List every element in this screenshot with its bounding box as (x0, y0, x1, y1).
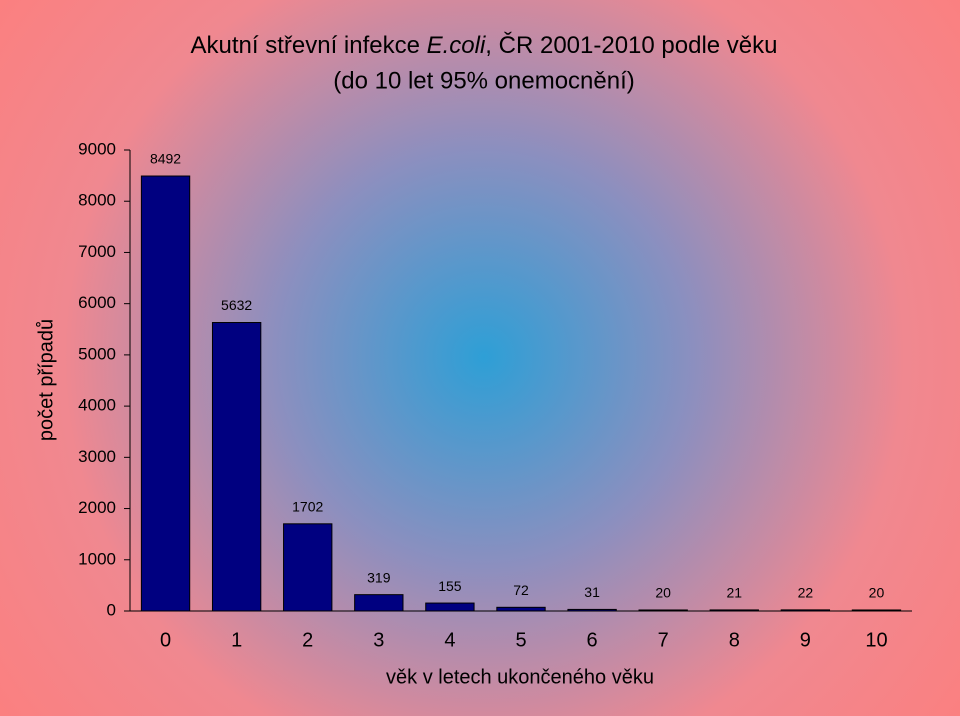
y-tick-label: 1000 (78, 549, 116, 568)
bar (354, 594, 404, 612)
y-tick-label: 9000 (78, 139, 116, 158)
bar (709, 609, 759, 612)
value-label: 21 (726, 585, 742, 601)
bar (638, 609, 688, 612)
x-tick-label: 3 (373, 629, 384, 651)
bar (140, 175, 191, 612)
x-tick-label: 1 (231, 629, 242, 651)
bar (567, 608, 617, 612)
value-label: 5632 (221, 297, 252, 313)
chart-title: Akutní střevní infekce E.coli, ČR 2001-2… (191, 31, 778, 59)
bar (283, 523, 333, 612)
x-tick-label: 5 (515, 629, 526, 651)
x-tick-label: 0 (160, 629, 171, 651)
y-tick-label: 3000 (78, 447, 116, 466)
y-tick-label: 7000 (78, 242, 116, 261)
value-label: 20 (869, 585, 885, 601)
y-axis-label: počet případů (35, 319, 57, 441)
bar (780, 609, 831, 612)
y-tick-label: 2000 (78, 498, 116, 517)
value-label: 72 (513, 582, 529, 598)
title-part: E.coli (427, 32, 486, 59)
y-tick-label: 6000 (78, 293, 116, 312)
x-tick-label: 4 (444, 629, 455, 651)
title-part: , ČR 2001-2010 podle věku (485, 31, 777, 59)
bar (851, 609, 902, 612)
chart-subtitle: (do 10 let 95% onemocnění) (333, 67, 635, 94)
value-label: 155 (438, 578, 462, 594)
bar (211, 322, 262, 612)
y-tick-label: 8000 (78, 191, 116, 210)
value-label: 22 (798, 585, 814, 601)
y-tick-label: 4000 (78, 396, 116, 415)
y-tick-label: 0 (107, 600, 116, 619)
value-label: 31 (584, 584, 600, 600)
x-tick-label: 10 (865, 629, 887, 651)
value-label: 20 (655, 585, 671, 601)
title-part: Akutní střevní infekce (191, 32, 427, 59)
bar (425, 602, 475, 612)
x-tick-label: 2 (302, 629, 313, 651)
value-label: 319 (367, 569, 391, 585)
x-axis-label: věk v letech ukončeného věku (386, 666, 654, 688)
x-tick-label: 7 (658, 629, 669, 651)
x-tick-label: 9 (800, 629, 811, 651)
x-tick-label: 8 (729, 629, 740, 651)
y-tick-label: 5000 (78, 344, 116, 363)
value-label: 8492 (150, 151, 181, 167)
x-tick-label: 6 (587, 629, 598, 651)
value-label: 1702 (292, 499, 323, 515)
bar (496, 606, 546, 612)
